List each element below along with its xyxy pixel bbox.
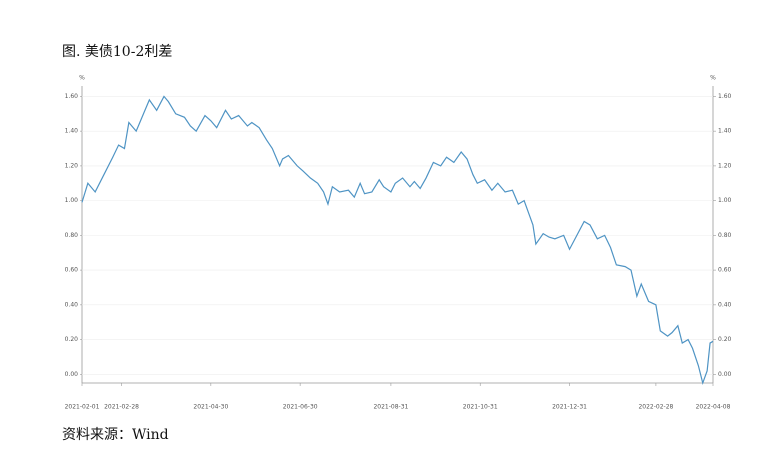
y2-tick-label: 0.60 [718,267,732,274]
y2-tick-label: 0.00 [718,371,732,378]
y-tick-label: 1.40 [65,128,79,135]
y-tick-label: 1.00 [65,197,79,204]
y-tick-label: 0.60 [65,267,79,274]
y-tick-label: 0.40 [65,301,79,308]
y2-tick-label: 1.00 [718,197,732,204]
y-unit: % [79,75,85,82]
x-tick-label: 2021-06-30 [283,404,318,411]
x-tick-label: 2021-02-28 [104,404,139,411]
y-tick-label: 1.60 [65,93,79,100]
y2-tick-label: 0.80 [718,232,732,239]
x-tick-label: 2021-02-01 [65,404,100,411]
series-line [81,95,714,386]
y2-tick-label: 0.40 [718,301,732,308]
y-tick-label: 0.80 [65,232,79,239]
x-tick-label: 2021-12-31 [552,404,587,411]
x-tick-label: 2021-04-30 [193,404,228,411]
y2-tick-label: 1.60 [718,93,732,100]
chart-title: 图. 美债10-2利差 [62,44,172,60]
y2-unit: % [710,75,716,82]
x-tick-label: 2022-02-28 [638,404,673,411]
x-tick-label: 2021-08-31 [373,404,408,411]
x-tick-label: 2022-04-08 [696,404,731,411]
source-note: 资料来源：Wind [62,427,169,443]
x-tick-label: 2021-10-31 [463,404,498,411]
y-tick-label: 0.20 [65,336,79,343]
y2-tick-label: 1.20 [718,162,732,169]
y-tick-label: 0.00 [65,371,79,378]
y2-tick-label: 0.20 [718,336,732,343]
y-tick-label: 1.20 [65,162,79,169]
y2-tick-label: 1.40 [718,128,732,135]
